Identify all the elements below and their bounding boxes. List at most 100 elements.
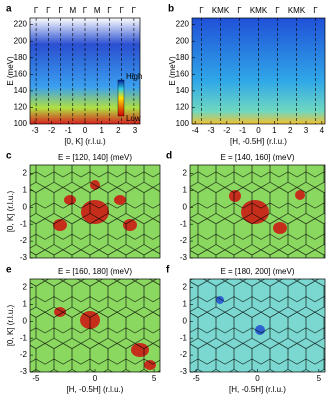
x-tick-label: -1 — [239, 126, 247, 135]
x-axis-label: [H, -0.5H] (r.l.u.) — [230, 137, 287, 146]
plot-area — [30, 18, 140, 124]
y-tick-label: 200 — [176, 36, 190, 45]
x-tick-label: -4 — [192, 126, 200, 135]
y-tick-label: 0 — [183, 202, 188, 211]
x-tick-label: 4 — [320, 126, 325, 135]
x-tick-label: 0 — [83, 126, 88, 135]
x-tick-label: -2 — [223, 126, 231, 135]
x-tick-label: 5 — [152, 374, 157, 383]
y-tick-label: 120 — [176, 103, 190, 112]
x-tick-label: 1 — [99, 126, 104, 135]
panel-label: a — [6, 4, 12, 15]
y-tick-label: -2 — [20, 350, 28, 359]
top-label: M — [69, 6, 76, 15]
top-label: Γ — [107, 6, 112, 15]
hex-grid — [190, 165, 325, 258]
x-tick-label: 0 — [93, 374, 98, 383]
x-tick-label: -2 — [48, 126, 56, 135]
y-axis-label: E (meV) — [168, 56, 177, 86]
panel-title: E = [120, 140] (meV) — [58, 153, 132, 162]
panel-label: b — [168, 4, 174, 15]
x-tick-label: -3 — [207, 126, 215, 135]
y-axis-label: [0, K] (r.l.u.) — [6, 304, 15, 346]
top-label: Γ — [132, 6, 137, 15]
panel-title: E = [180, 200] (meV) — [220, 267, 294, 276]
y-tick-label: 100 — [14, 119, 28, 128]
y-tick-label: -1 — [20, 219, 28, 228]
top-label: Γ — [46, 6, 51, 15]
plot-area — [30, 165, 160, 258]
top-label: Γ — [83, 6, 88, 15]
frame — [189, 164, 326, 259]
x-tick-label: 5 — [317, 374, 322, 383]
y-tick-label: -1 — [180, 333, 188, 342]
y-tick-label: 200 — [14, 36, 28, 45]
y-tick-label: 220 — [176, 20, 190, 29]
x-tick-label: -1 — [65, 126, 73, 135]
y-tick-label: 100 — [176, 119, 190, 128]
plot-area — [190, 165, 325, 258]
x-tick-label: -5 — [193, 374, 201, 383]
y-tick-label: 0 — [23, 316, 28, 325]
y-tick-label: 140 — [176, 86, 190, 95]
hex-grid — [30, 165, 160, 258]
x-tick-label: 3 — [304, 126, 309, 135]
y-tick-label: 1 — [23, 299, 28, 308]
plot-area — [190, 279, 325, 372]
top-label: KMK — [288, 6, 306, 15]
x-tick-label: 0 — [256, 126, 261, 135]
colorbar — [117, 79, 125, 117]
x-axis-label: [H, -0.5H] (r.l.u.) — [229, 385, 286, 394]
y-axis-label: E (meV) — [6, 56, 15, 86]
x-tick-label: -5 — [32, 374, 40, 383]
panel-label: d — [166, 151, 172, 162]
y-tick-label: -2 — [180, 350, 188, 359]
x-axis-label: [H, -0.5H] (r.l.u.) — [67, 385, 124, 394]
y-tick-label: 160 — [176, 69, 190, 78]
top-label: KMK — [212, 6, 230, 15]
y-tick-label: 2 — [183, 283, 188, 292]
y-tick-label: -2 — [180, 236, 188, 245]
top-label: Γ — [34, 6, 39, 15]
x-tick-label: -3 — [31, 126, 39, 135]
top-label: Γ — [119, 6, 124, 15]
y-tick-label: 2 — [23, 283, 28, 292]
plot-area — [30, 279, 160, 372]
colorbar-low: Low — [126, 114, 141, 123]
y-tick-label: -3 — [180, 367, 188, 376]
y-tick-label: 2 — [23, 169, 28, 178]
panel-label: f — [166, 265, 170, 276]
top-label: Γ — [313, 6, 318, 15]
hex-grid — [30, 279, 160, 372]
y-tick-label: 180 — [176, 53, 190, 62]
y-tick-label: -3 — [20, 367, 28, 376]
y-tick-label: -3 — [20, 253, 28, 262]
y-tick-label: 1 — [183, 299, 188, 308]
y-tick-label: 0 — [183, 316, 188, 325]
panel-title: E = [160, 180] (meV) — [58, 267, 132, 276]
x-tick-label: 2 — [288, 126, 293, 135]
y-tick-label: 0 — [23, 202, 28, 211]
y-tick-label: 1 — [23, 185, 28, 194]
y-tick-label: 1 — [183, 185, 188, 194]
y-tick-label: 140 — [14, 86, 28, 95]
y-tick-label: -1 — [20, 333, 28, 342]
x-tick-label: 0 — [255, 374, 260, 383]
y-tick-label: 2 — [183, 169, 188, 178]
top-label: Γ — [199, 6, 204, 15]
plot-area — [192, 18, 325, 124]
panel-label: e — [6, 265, 12, 276]
y-tick-label: -1 — [180, 219, 188, 228]
top-label: Γ — [237, 6, 242, 15]
hex-grid — [190, 279, 325, 372]
top-label: KMK — [250, 6, 268, 15]
colorbar-high: High — [126, 72, 142, 81]
x-tick-label: 1 — [272, 126, 277, 135]
y-tick-label: 180 — [14, 53, 28, 62]
x-axis-label: [0, K] (r.l.u.) — [64, 137, 106, 146]
panel-label: c — [6, 151, 12, 162]
x-tick-label: 3 — [133, 126, 138, 135]
top-label: Γ — [275, 6, 280, 15]
frame — [29, 164, 161, 259]
panel-title: E = [140, 160] (meV) — [220, 153, 294, 162]
